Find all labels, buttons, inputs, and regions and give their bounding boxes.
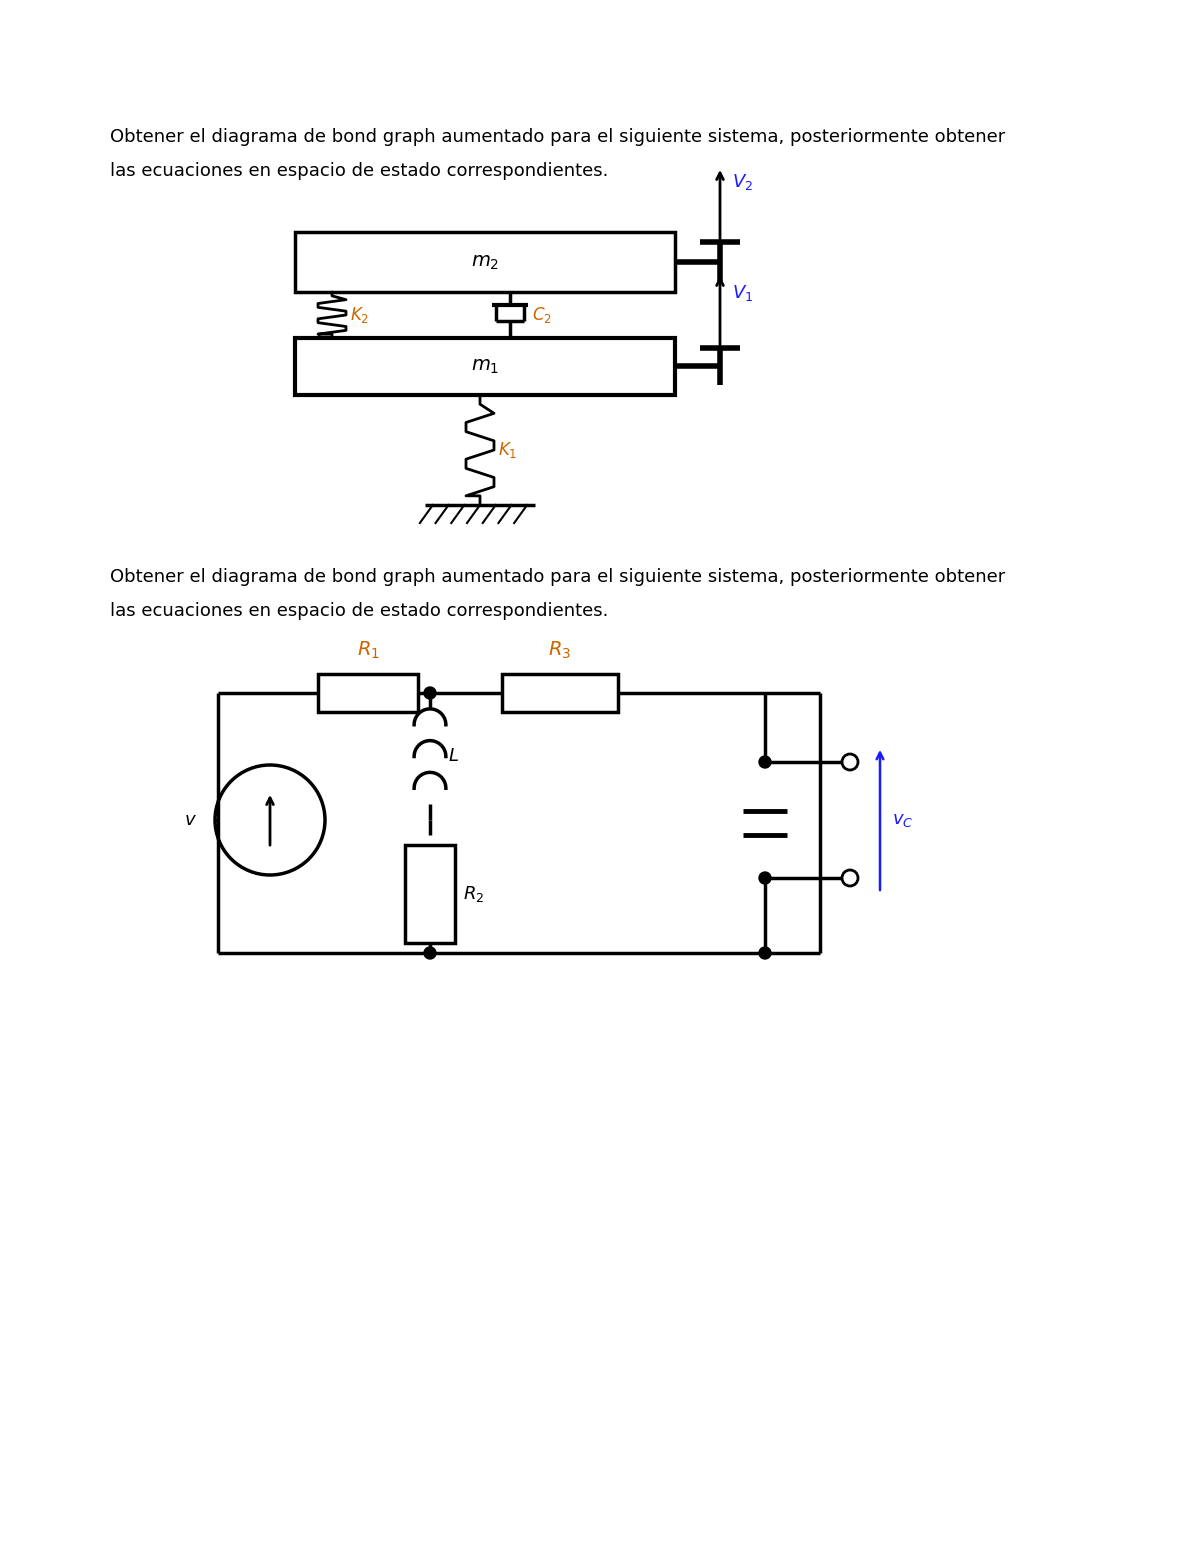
Text: $V_2$: $V_2$ <box>732 172 754 193</box>
Circle shape <box>760 947 772 960</box>
Circle shape <box>760 871 772 884</box>
Bar <box>318 674 418 711</box>
Bar <box>295 231 674 292</box>
Text: $R_3$: $R_3$ <box>548 640 571 662</box>
Bar <box>502 674 618 711</box>
Text: $L$: $L$ <box>448 747 458 766</box>
Bar <box>295 339 674 394</box>
Text: las ecuaciones en espacio de estado correspondientes.: las ecuaciones en espacio de estado corr… <box>110 603 608 620</box>
Text: $R_2$: $R_2$ <box>463 884 485 904</box>
Bar <box>406 845 455 943</box>
Circle shape <box>424 686 436 699</box>
Text: Obtener el diagrama de bond graph aumentado para el siguiente sistema, posterior: Obtener el diagrama de bond graph aument… <box>110 568 1006 585</box>
Circle shape <box>760 756 772 769</box>
Text: $m_2$: $m_2$ <box>470 253 499 272</box>
Text: $K_2$: $K_2$ <box>350 304 370 325</box>
Text: $v_C$: $v_C$ <box>892 811 913 829</box>
Text: $K_1$: $K_1$ <box>498 439 517 460</box>
Text: las ecuaciones en espacio de estado correspondientes.: las ecuaciones en espacio de estado corr… <box>110 162 608 180</box>
Circle shape <box>424 947 436 960</box>
Text: $V_1$: $V_1$ <box>732 283 754 303</box>
Text: $R_1$: $R_1$ <box>356 640 379 662</box>
Text: $v$: $v$ <box>184 811 197 829</box>
Text: $C_2$: $C_2$ <box>532 304 552 325</box>
Text: Obtener el diagrama de bond graph aumentado para el siguiente sistema, posterior: Obtener el diagrama de bond graph aument… <box>110 127 1006 146</box>
Text: $m_1$: $m_1$ <box>470 357 499 376</box>
